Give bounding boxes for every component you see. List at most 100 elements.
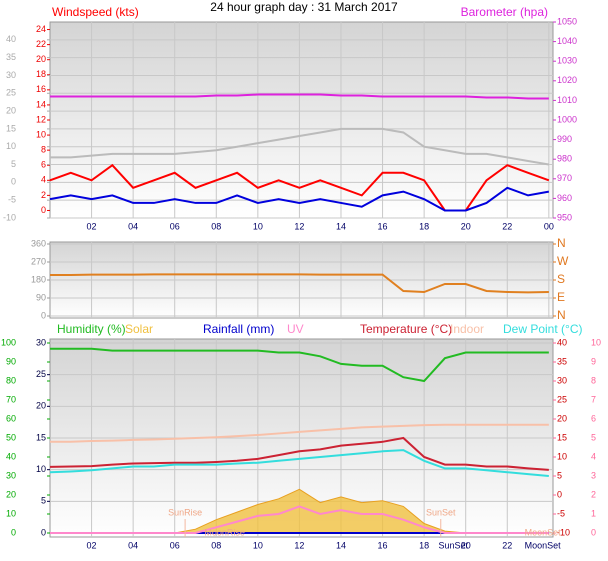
legend-label: Solar	[125, 322, 153, 336]
chart-title: 24 hour graph day : 31 March 2017	[210, 0, 398, 14]
y-tick-label: 14	[36, 99, 46, 109]
y-tick-label: 15	[557, 432, 567, 442]
y-tick-label: 180	[31, 274, 46, 284]
y-tick-label: 0	[11, 177, 16, 187]
legend-label: Dew Point (°C)	[503, 322, 582, 336]
y-tick-label: 5	[557, 470, 562, 480]
line	[50, 347, 549, 383]
annotation: SunRise	[168, 507, 202, 517]
y-tick-label: 990	[557, 134, 572, 144]
y-tick-label: 10	[591, 337, 601, 347]
y-tick-label: 8	[41, 145, 46, 155]
y-tick-label: 960	[557, 193, 572, 203]
y-tick-label: 16	[36, 84, 46, 94]
legend-label: Indoor	[450, 322, 484, 336]
y-tick-label: 0	[41, 527, 46, 537]
y-tick-label: 1040	[557, 36, 577, 46]
y-tick-label: -5	[557, 508, 565, 518]
y-tick-label: 12	[36, 114, 46, 124]
y-tick-label: 1050	[557, 16, 577, 26]
y-tick-label: 35	[6, 52, 16, 62]
line	[49, 449, 549, 477]
legend-label: Temperature (°C)	[360, 322, 452, 336]
x-tick-label: 14	[336, 221, 346, 231]
y-tick-label: 35	[557, 356, 567, 366]
y-tick-label: 20	[6, 105, 16, 115]
x-tick-label: 20	[461, 221, 471, 231]
legend-label: Windspeed (kts)	[52, 5, 139, 19]
axis-annotation: SunSet	[438, 540, 468, 550]
y-tick-label: 2	[41, 190, 46, 200]
y-tick-label: 90	[6, 356, 16, 366]
y-tick-label: -5	[8, 195, 16, 205]
x-tick-label: 02	[87, 221, 97, 231]
y-tick-label: 1010	[557, 95, 577, 105]
y-tick-label: 20	[557, 413, 567, 423]
y-tick-label: 20	[36, 401, 46, 411]
y-tick-label: W	[557, 254, 569, 268]
y-tick-label: 5	[591, 432, 596, 442]
legend-label: Humidity (%)	[57, 322, 126, 336]
x-tick-label: 10	[253, 221, 263, 231]
y-tick-label: 2	[591, 489, 596, 499]
legend-label: UV	[287, 322, 304, 336]
x-tick-label: 12	[294, 540, 304, 550]
y-tick-label: 70	[6, 394, 16, 404]
y-tick-label: 30	[557, 375, 567, 385]
y-tick-label: 1	[591, 508, 596, 518]
line	[49, 186, 550, 212]
y-tick-label: 20	[6, 489, 16, 499]
y-tick-label: 10	[36, 129, 46, 139]
y-tick-label: 30	[6, 70, 16, 80]
y-tick-label: 7	[591, 394, 596, 404]
line	[50, 127, 550, 166]
x-tick-label: 04	[128, 540, 138, 550]
x-tick-label: 10	[253, 540, 263, 550]
y-tick-label: N	[557, 308, 566, 322]
x-tick-label: 16	[378, 540, 388, 550]
y-tick-label: 950	[557, 212, 572, 222]
y-tick-label: 20	[36, 54, 46, 64]
y-tick-label: 1000	[557, 114, 577, 124]
y-tick-label: 90	[36, 292, 46, 302]
y-tick-label: 30	[6, 470, 16, 480]
y-tick-label: 270	[31, 256, 46, 266]
x-tick-label: 18	[419, 540, 429, 550]
y-tick-label: 0	[41, 310, 46, 320]
y-tick-label: 5	[41, 496, 46, 506]
x-tick-label: 20	[461, 540, 471, 550]
axis-annotation: MoonSet	[525, 540, 562, 550]
x-tick-label: 06	[170, 221, 180, 231]
y-tick-label: 0	[557, 489, 562, 499]
y-tick-label: 980	[557, 154, 572, 164]
y-tick-label: 22	[36, 39, 46, 49]
annotation: MoonRise	[204, 527, 245, 537]
line	[50, 423, 549, 443]
y-tick-label: 50	[6, 432, 16, 442]
legend-label: Barometer (hpa)	[461, 5, 548, 19]
y-tick-label: 40	[557, 337, 567, 347]
legend-label: Rainfall (mm)	[203, 322, 274, 336]
y-tick-label: 24	[36, 24, 46, 34]
x-tick-label: 14	[336, 540, 346, 550]
y-tick-label: 6	[41, 160, 46, 170]
y-tick-label: 9	[591, 356, 596, 366]
y-tick-label: 15	[36, 432, 46, 442]
x-tick-label: 04	[128, 221, 138, 231]
line	[50, 273, 549, 294]
y-tick-label: 10	[6, 141, 16, 151]
y-tick-label: 1030	[557, 56, 577, 66]
y-tick-label: E	[557, 290, 565, 304]
x-tick-label: 22	[502, 540, 512, 550]
y-tick-label: 8	[591, 375, 596, 385]
y-tick-label: 0	[41, 205, 46, 215]
y-tick-label: 6	[591, 413, 596, 423]
y-tick-label: 25	[36, 369, 46, 379]
y-tick-label: 3	[591, 470, 596, 480]
x-tick-label: 22	[502, 221, 512, 231]
y-tick-label: 40	[6, 34, 16, 44]
line	[50, 93, 549, 100]
annotation: SunSet	[426, 507, 456, 517]
